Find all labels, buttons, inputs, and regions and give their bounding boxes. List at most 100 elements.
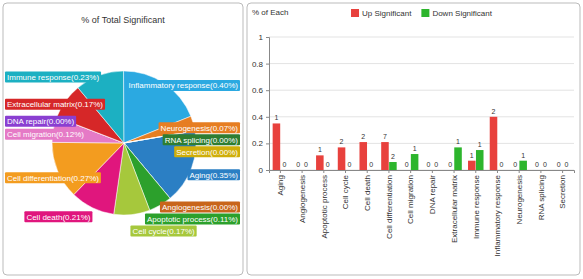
tick-label: 0: [259, 166, 264, 175]
label-text: Inflammatory response(0.40%): [129, 81, 239, 90]
label-category: Inflammatory response: [129, 81, 211, 90]
label-text: DNA repair(0.00%): [7, 117, 74, 126]
legend-item: Up Significant: [351, 9, 412, 18]
label-category: Secretion: [176, 148, 210, 157]
grid-line: [269, 116, 574, 117]
panel-frame: [3, 3, 243, 275]
tick: Inflammatory response: [493, 170, 502, 256]
tick-mark: [266, 64, 269, 65]
data-label: 0: [304, 161, 308, 168]
pie-label: Angiogenesis(0.00%): [160, 201, 240, 212]
tick: Secretion: [558, 170, 567, 209]
label-value: (0.40%): [210, 81, 238, 90]
data-label: 1: [318, 146, 322, 153]
tick-label: Cell death: [363, 175, 372, 211]
data-label: 1: [478, 141, 482, 148]
data-labels: 1012270001200000000210110100: [274, 108, 568, 168]
data-label: 2: [492, 108, 496, 115]
tick: Apoptotic process: [320, 170, 329, 239]
tick-mark: [266, 90, 269, 91]
grid-line: [269, 143, 574, 144]
tick-label: Cell migration: [406, 175, 415, 224]
tick-mark: [454, 170, 455, 173]
data-label: 7: [383, 133, 387, 140]
canvas: % of Total SignificantAging(0.35%)Angiog…: [0, 0, 583, 279]
pie-label: RNA splicing(0.00%): [163, 134, 240, 145]
bar: [425, 170, 433, 171]
tick: Extracellular matrix: [450, 170, 459, 243]
axis-line: [270, 171, 575, 174]
label-text: Cell death(0.21%): [26, 213, 90, 222]
label-box: [127, 80, 240, 91]
bar: [338, 147, 346, 170]
tick-mark: [266, 143, 269, 144]
tick: Neurogenesis: [515, 170, 524, 224]
label-box: [174, 146, 240, 157]
tick: 0: [259, 166, 269, 175]
bar: [433, 170, 441, 171]
tick: Cell death: [363, 170, 372, 211]
tick-mark: [497, 170, 498, 173]
y-axis: 00.20.40.60.81: [252, 33, 270, 175]
label-value: (0.27%): [71, 174, 99, 183]
label-box: [5, 116, 76, 127]
bar: [498, 170, 506, 171]
tick-label: Angiogenesis: [298, 175, 307, 223]
label-value: (0.00%): [210, 148, 238, 157]
bar: [555, 170, 563, 171]
label-value: (0.23%): [71, 73, 99, 82]
label-value: (0.07%): [210, 124, 238, 133]
label-category: Cell death: [26, 213, 62, 222]
tick: Angiogenesis: [298, 170, 307, 223]
label-box: [159, 122, 240, 133]
bar: [381, 142, 389, 170]
tick-mark: [266, 170, 269, 171]
data-label: 0: [348, 161, 352, 168]
x-axis: AgingAngiogenesisApoptotic processCell c…: [270, 170, 575, 256]
label-category: RNA splicing: [165, 136, 210, 145]
bar: [446, 170, 454, 171]
label-text: Immune response(0.23%): [7, 73, 99, 82]
tick-label: Inflammatory response: [493, 174, 502, 256]
tick-mark: [323, 170, 324, 173]
legend-swatch: [351, 9, 359, 17]
bar: [454, 147, 462, 170]
label-text: Angiogenesis(0.00%): [162, 203, 238, 212]
data-label: 0: [513, 161, 517, 168]
data-label: 2: [391, 153, 395, 160]
data-label: 1: [456, 138, 460, 145]
label-category: Apoptotic process: [147, 215, 211, 224]
label-text: Cell migration(0.12%): [7, 130, 84, 139]
legend-label: Down Significant: [432, 9, 492, 18]
pie-label: Immune response(0.23%): [5, 72, 101, 83]
bar: [281, 170, 289, 171]
data-label: 0: [499, 161, 503, 168]
label-box: [145, 213, 240, 224]
label-category: Cell cycle: [132, 227, 167, 236]
data-label: 1: [470, 152, 474, 159]
tick: Cell migration: [406, 170, 415, 224]
label-text: Secretion(0.00%): [176, 148, 238, 157]
legend: Up Significant Down Significant: [351, 9, 493, 18]
tick-label: 1: [259, 33, 264, 42]
tick-label: Extracellular matrix: [450, 175, 459, 243]
label-category: Neurogenesis: [161, 124, 210, 133]
data-label: 0: [369, 161, 373, 168]
tick-mark: [302, 170, 303, 173]
tick: 1: [259, 33, 269, 42]
bar: [389, 162, 397, 170]
label-value: (0.00%): [210, 203, 238, 212]
bar: [519, 161, 527, 170]
label-box: [163, 134, 240, 145]
label-category: Cell migration: [7, 130, 56, 139]
bar: [302, 170, 310, 171]
data-label: 0: [296, 161, 300, 168]
pie-label: Secretion(0.00%): [174, 146, 240, 157]
label-category: Angiogenesis: [162, 203, 210, 212]
panel-frame: [247, 3, 580, 275]
label-box: [5, 72, 101, 83]
bar: [468, 161, 476, 170]
data-label: 0: [565, 161, 569, 168]
label-value: (0.00%): [46, 117, 74, 126]
label-text: Aging(0.35%): [190, 171, 239, 180]
